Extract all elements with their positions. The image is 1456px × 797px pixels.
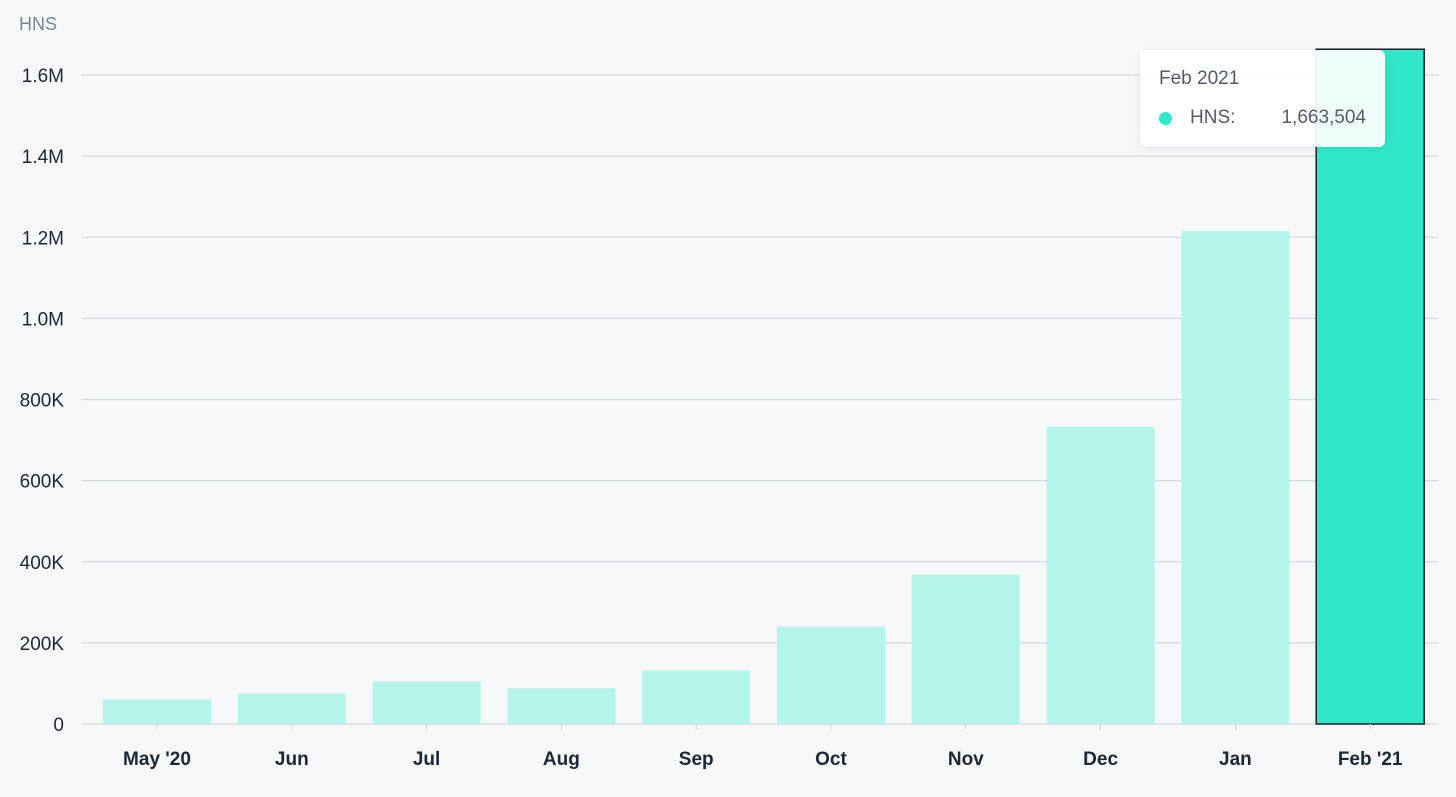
x-tick-label: Jun (275, 749, 309, 770)
y-tick-label: 1.0M (22, 309, 64, 330)
tooltip-title: Feb 2021 (1159, 68, 1240, 89)
y-axis-labels: 0 200K 400K 600K 800K 1.0M 1.2M 1.4M 1.6M (20, 66, 65, 736)
y-tick-label: 600K (20, 472, 65, 493)
x-tick-label: Aug (543, 749, 580, 770)
x-axis-ticks (156, 724, 1371, 730)
tooltip-series-marker (1159, 112, 1172, 125)
bar (1181, 231, 1290, 724)
y-tick-label: 800K (20, 391, 65, 412)
bar (777, 626, 885, 724)
x-tick-label: Nov (948, 749, 984, 770)
tooltip: Feb 2021 HNS: 1,663,504 (1140, 50, 1385, 147)
y-tick-label: 0 (53, 715, 64, 736)
y-tick-label: 1.6M (22, 66, 64, 87)
bar (507, 688, 616, 724)
bar (237, 693, 346, 724)
tooltip-series-label: HNS: (1190, 107, 1236, 128)
y-tick-label: 400K (20, 553, 65, 574)
x-tick-label: Jan (1219, 749, 1252, 770)
x-tick-label: Sep (679, 749, 714, 770)
x-tick-label: Oct (815, 749, 847, 770)
bar (911, 574, 1020, 724)
x-tick-label: Jul (413, 749, 440, 770)
bar (1046, 427, 1155, 724)
y-axis-title: HNS (19, 14, 57, 34)
y-tick-label: 1.2M (22, 228, 64, 249)
x-tick-label: May '20 (123, 749, 191, 770)
x-tick-label: Dec (1083, 749, 1118, 770)
bar (1315, 48, 1425, 725)
bars (103, 48, 1425, 725)
tooltip-value: 1,663,504 (1281, 107, 1366, 128)
y-tick-label: 200K (20, 634, 65, 655)
bar (372, 681, 481, 724)
x-axis-labels: May '20 Jun Jul Aug Sep Oct Nov Dec Jan Feb '21 (123, 749, 1403, 770)
y-tick-label: 1.4M (22, 147, 64, 168)
x-tick-label: Feb '21 (1338, 749, 1403, 770)
bar (642, 670, 751, 724)
bar (103, 699, 211, 724)
